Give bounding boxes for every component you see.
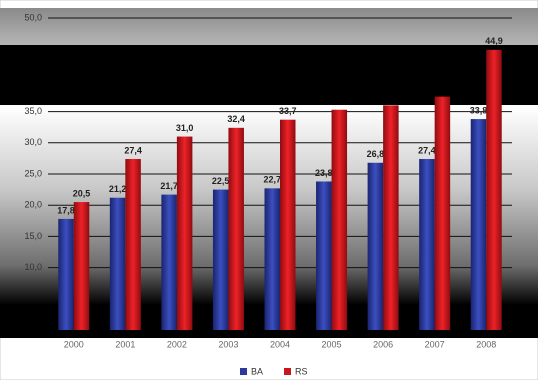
bar <box>73 202 90 330</box>
value-label: 32,4 <box>227 114 245 124</box>
x-tick-label: 2006 <box>373 339 393 349</box>
bar <box>212 189 229 330</box>
y-tick-label: 25,0 <box>24 168 42 178</box>
x-tick-label: 2005 <box>322 339 342 349</box>
bar <box>109 197 126 330</box>
legend-label: BA <box>251 366 263 376</box>
bar <box>486 49 502 330</box>
bar <box>125 159 141 330</box>
y-tick-label: 20,0 <box>24 200 42 210</box>
value-label: 20,5 <box>73 188 91 198</box>
y-tick-label: 15,0 <box>24 231 42 241</box>
bar <box>161 194 177 330</box>
bar <box>331 109 348 330</box>
y-tick-label: 10,0 <box>24 262 42 272</box>
legend-swatch <box>240 368 247 375</box>
value-label: 21,7 <box>160 181 178 191</box>
value-label: 22,7 <box>263 175 281 185</box>
value-label: 17,8 <box>57 205 75 215</box>
bar <box>58 218 74 330</box>
value-label: 33,8 <box>470 105 488 115</box>
bar <box>264 188 280 330</box>
x-tick-label: 2001 <box>115 339 135 349</box>
y-tick-label: 50,0 <box>24 12 42 22</box>
value-label: 21,2 <box>109 184 127 194</box>
bar <box>383 105 399 330</box>
value-label: 33,7 <box>279 106 297 116</box>
x-tick-label: 2008 <box>476 339 496 349</box>
dark-band <box>0 45 538 105</box>
value-label: 23,8 <box>315 168 333 178</box>
bar <box>280 119 296 330</box>
bar <box>419 159 435 330</box>
bar <box>228 127 244 330</box>
value-label: 22,5 <box>212 176 230 186</box>
value-label: 27,4 <box>124 145 142 155</box>
value-label: 31,0 <box>176 123 194 133</box>
value-label: 44,9 <box>485 36 503 46</box>
x-tick-label: 2000 <box>64 339 84 349</box>
bar <box>367 162 384 330</box>
x-tick-label: 2003 <box>218 339 238 349</box>
y-tick-label: 30,0 <box>24 137 42 147</box>
x-tick-label: 2002 <box>167 339 187 349</box>
x-tick-label: 2007 <box>425 339 445 349</box>
bar <box>176 136 193 330</box>
bar <box>434 96 451 331</box>
legend-swatch <box>284 368 291 375</box>
x-tick-label: 2004 <box>270 339 290 349</box>
bar <box>470 119 487 330</box>
legend-label: RS <box>295 366 308 376</box>
bar <box>316 181 332 330</box>
value-label: 26,8 <box>367 149 385 159</box>
y-tick-label: 35,0 <box>24 106 42 116</box>
value-label: 27,4 <box>418 145 436 155</box>
